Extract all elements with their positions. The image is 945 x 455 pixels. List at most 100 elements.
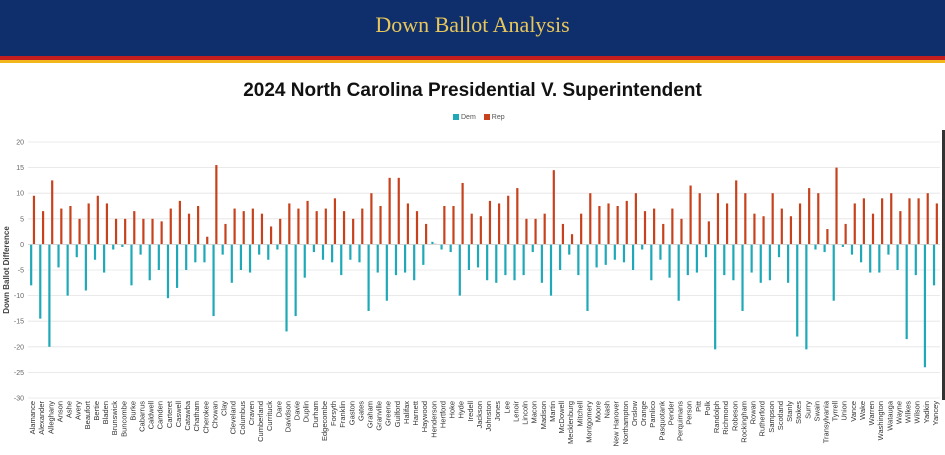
bar-rep	[361, 208, 364, 245]
x-category-label: Duplin	[302, 401, 311, 422]
bar-chart: 20 15 10 5 0 -5 -10 -15 -20 -25 -30 Down Ballot Dif…	[2, 140, 940, 446]
x-category-label: Bladen	[101, 401, 110, 424]
bar-dem	[495, 244, 498, 283]
bar-rep	[151, 218, 154, 245]
x-category-label: Haywood	[420, 401, 429, 432]
bar-dem	[604, 244, 607, 265]
y-tick-label: -30	[14, 396, 24, 403]
bar-rep	[51, 180, 54, 245]
bar-dem	[467, 244, 471, 270]
bar-dem	[130, 244, 133, 286]
x-category-label: Anson	[55, 401, 64, 422]
x-category-label: Yadkin	[922, 401, 931, 423]
x-category-label: Cleveland	[229, 401, 238, 434]
bar-rep	[206, 236, 209, 245]
bar-rep	[707, 221, 710, 245]
bar-dem	[704, 244, 708, 258]
bar-rep	[415, 211, 419, 245]
bar-dem	[850, 244, 854, 255]
bar-dem	[613, 244, 616, 260]
bar-dem	[48, 244, 51, 347]
bar-rep	[32, 195, 36, 245]
bar-rep	[899, 211, 902, 245]
bar-dem	[294, 244, 297, 317]
bar-dem	[896, 244, 899, 270]
x-category-label: Rutherford	[758, 401, 767, 436]
banner-stripe-red	[0, 56, 945, 60]
bar-rep	[689, 185, 692, 245]
x-category-label: Scotland	[776, 401, 785, 430]
bar-dem	[677, 244, 680, 301]
bar-rep	[908, 198, 911, 245]
x-category-label: Durham	[311, 401, 320, 428]
bar-rep	[808, 188, 811, 245]
y-tick-label: 15	[16, 165, 24, 172]
x-category-label: Gaston	[347, 401, 356, 425]
bar-rep	[443, 206, 446, 245]
y-tick-label: 5	[20, 216, 24, 223]
bar-rep	[516, 188, 519, 245]
bar-dem	[84, 244, 87, 291]
bar-dem	[486, 244, 489, 281]
x-category-label: Greene	[384, 401, 393, 426]
bar-dem	[75, 244, 78, 258]
bar-dem	[93, 244, 97, 260]
bar-rep	[662, 223, 665, 245]
bar-dem	[595, 244, 598, 268]
bar-dem	[385, 244, 388, 301]
bar-dem	[148, 244, 151, 281]
bar-rep	[917, 198, 920, 245]
bar-rep	[881, 198, 884, 245]
x-category-label: Clay	[220, 401, 229, 416]
bar-dem	[841, 244, 844, 247]
banner-title: Down Ballot Analysis	[375, 12, 570, 37]
bar-rep	[224, 223, 227, 245]
bar-dem	[732, 244, 735, 281]
y-tick-label: -10	[14, 293, 24, 300]
bar-dem	[349, 244, 352, 260]
bar-dem	[422, 244, 425, 265]
bar-dem	[403, 244, 407, 273]
x-category-label: Alleghany	[46, 401, 55, 434]
chart-legend: Dem Rep	[453, 114, 505, 121]
bar-rep	[242, 211, 245, 245]
bar-dem	[531, 244, 534, 253]
bar-dem	[759, 244, 762, 283]
bar-rep	[87, 203, 90, 245]
bar-rep	[41, 211, 45, 245]
bar-rep	[215, 165, 218, 245]
x-category-label: Forsyth	[329, 401, 338, 426]
bar-dem	[887, 244, 890, 255]
x-category-label: Carteret	[165, 400, 174, 428]
x-category-label: Davidson	[283, 401, 292, 432]
bar-rep	[762, 216, 765, 245]
bar-rep	[315, 211, 318, 245]
x-category-label: Washington	[876, 401, 885, 440]
bar-rep	[352, 218, 355, 245]
bar-rep	[653, 208, 656, 245]
x-category-label: Warren	[867, 401, 876, 425]
bar-dem	[686, 244, 689, 276]
bar-rep	[671, 208, 674, 245]
bar-dem	[805, 244, 808, 350]
x-category-label: Lincoln	[521, 401, 530, 425]
bar-rep	[178, 200, 181, 245]
x-category-label: Richmond	[721, 401, 730, 435]
x-category-label: Rockingham	[739, 401, 748, 443]
bar-dem	[321, 244, 325, 260]
bar-rep	[488, 200, 492, 245]
legend-label-dem: Dem	[461, 114, 476, 121]
bar-dem	[577, 244, 580, 276]
bar-dem	[312, 244, 315, 253]
x-category-label: Cabarrus	[138, 401, 147, 432]
x-category-label: Pitt	[694, 400, 703, 412]
bar-dem	[276, 244, 279, 250]
bar-rep	[698, 193, 701, 245]
x-category-label: Bertie	[92, 401, 101, 421]
bar-rep	[607, 203, 610, 245]
x-category-label: Perquimans	[676, 401, 685, 441]
x-category-label: Transylvania	[822, 400, 831, 443]
bar-rep	[844, 223, 847, 245]
x-category-label: Caswell	[174, 401, 183, 428]
bar-rep	[780, 208, 783, 245]
